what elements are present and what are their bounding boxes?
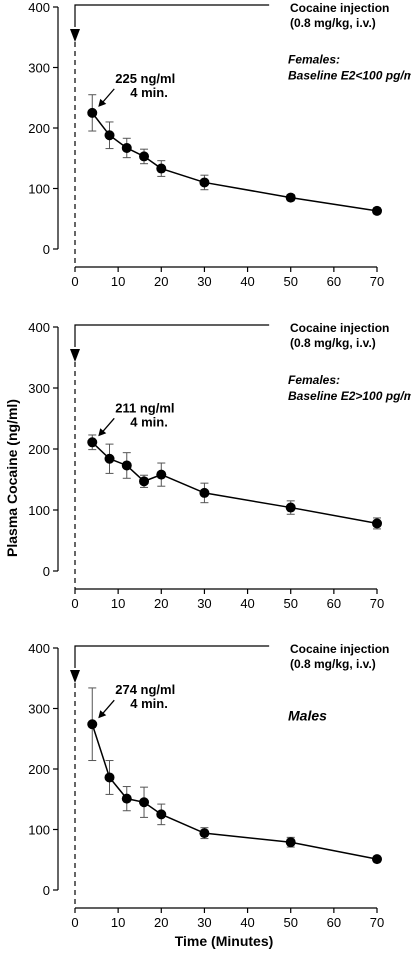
panel3-data-point bbox=[285, 837, 296, 848]
panel2-injection-arrow-icon bbox=[70, 349, 80, 362]
panel1-x-tick-label: 50 bbox=[283, 274, 297, 289]
panel2-y-tick-label: 400 bbox=[28, 320, 50, 335]
panel3-data-point bbox=[121, 793, 132, 804]
panel1-peak-arrow-icon bbox=[98, 98, 107, 107]
panel2-x-tick-label: 40 bbox=[240, 596, 254, 611]
panel3-y-tick-label: 300 bbox=[28, 702, 50, 717]
panel1-y-tick-label: 100 bbox=[28, 182, 50, 197]
y-axis-title: Plasma Cocaine (ng/ml) bbox=[4, 399, 20, 557]
panel3-injection-label-1: Cocaine injection bbox=[290, 642, 389, 656]
panel3-x-tick-label: 60 bbox=[327, 915, 341, 930]
panel2-peak-label-1: 211 ng/ml bbox=[115, 400, 174, 415]
panel2-x-tick-label: 60 bbox=[327, 596, 341, 611]
panel2-group-label-1: Females: bbox=[288, 373, 340, 387]
x-axis-title: Time (Minutes) bbox=[175, 933, 274, 949]
panel3-data-point bbox=[372, 854, 382, 865]
panel3-peak-label-2: 4 min. bbox=[130, 696, 168, 711]
panel1-x-tick-label: 60 bbox=[327, 274, 341, 289]
panel2-peak-arrow-icon bbox=[98, 428, 107, 437]
panel2-data-point bbox=[104, 453, 115, 464]
panel3-y-tick-label: 0 bbox=[43, 883, 50, 898]
panel1-injection-label-2: (0.8 mg/kg, i.v.) bbox=[290, 16, 376, 30]
panel1-data-point bbox=[285, 192, 296, 203]
panel1-x-tick-label: 10 bbox=[111, 274, 125, 289]
panel1-y-tick-label: 200 bbox=[28, 121, 50, 136]
panel3-y-tick-label: 200 bbox=[28, 762, 50, 777]
panel3-peak-arrow-icon bbox=[98, 710, 107, 719]
panel1-x-tick-label: 20 bbox=[154, 274, 168, 289]
panel3-injection-arrow-icon bbox=[70, 670, 80, 683]
panel2-data-point bbox=[121, 460, 132, 471]
panel2-injection-bracket bbox=[74, 324, 270, 347]
panel2-y-tick-label: 300 bbox=[28, 381, 50, 396]
panel3-peak-label-1: 274 ng/ml bbox=[115, 682, 175, 697]
panel1-data-point bbox=[87, 107, 98, 118]
panel3-peak-arrow-line bbox=[100, 699, 115, 716]
panel1-x-tick-label: 0 bbox=[71, 274, 78, 289]
panel1-x-tick-label: 70 bbox=[370, 274, 384, 289]
panel1-group-label-2: Baseline E2<100 pg/ml bbox=[288, 69, 411, 83]
panel1-data-point bbox=[104, 130, 115, 141]
panel1-peak-label-1: 225 ng/ml bbox=[115, 71, 175, 86]
panel1-series-line bbox=[91, 112, 378, 212]
panel3-data-point bbox=[139, 797, 150, 808]
panel2-data-point bbox=[156, 469, 167, 480]
panel1-peak-label-2: 4 min. bbox=[130, 85, 168, 100]
panel1-x-tick-label: 40 bbox=[240, 274, 254, 289]
panel1-injection-arrow-icon bbox=[70, 29, 80, 42]
panel1-y-tick-label: 300 bbox=[28, 61, 50, 76]
panel2-data-point bbox=[87, 437, 98, 448]
panel2-injection-label-2: (0.8 mg/kg, i.v.) bbox=[290, 336, 376, 350]
panel2-x-tick-label: 50 bbox=[283, 596, 297, 611]
panel1-data-point bbox=[372, 205, 382, 216]
panel2-y-tick-label: 100 bbox=[28, 503, 50, 518]
panel1-injection-bracket bbox=[74, 4, 270, 27]
panel2-data-point bbox=[199, 487, 210, 498]
panel2-series-line bbox=[91, 441, 378, 525]
panel1-peak-arrow-line bbox=[100, 88, 115, 105]
panel3-injection-bracket bbox=[74, 645, 270, 668]
panel2-peak-label-2: 4 min. bbox=[130, 414, 168, 429]
panel2-y-tick-label: 200 bbox=[28, 442, 50, 457]
panel3-y-tick-label: 400 bbox=[28, 641, 50, 656]
panel3-x-tick-label: 40 bbox=[240, 915, 254, 930]
panel3-data-point bbox=[104, 772, 115, 783]
panel3-x-tick-label: 20 bbox=[154, 915, 168, 930]
panel1-data-point bbox=[156, 163, 167, 174]
panel2-x-tick-label: 30 bbox=[197, 596, 211, 611]
panel1-x-tick-label: 30 bbox=[197, 274, 211, 289]
panel2-x-tick-label: 70 bbox=[370, 596, 384, 611]
panel3-x-tick-label: 30 bbox=[197, 915, 211, 930]
panel3-x-tick-label: 0 bbox=[71, 915, 78, 930]
panel2-group-label-2: Baseline E2>100 pg/ml bbox=[288, 389, 411, 403]
panel3-x-tick-label: 70 bbox=[370, 915, 384, 930]
panel3-data-point bbox=[199, 828, 210, 839]
panel3-data-point bbox=[156, 809, 167, 820]
panel1-data-point bbox=[199, 177, 210, 188]
panel2-x-tick-label: 10 bbox=[111, 596, 125, 611]
panel2-data-point bbox=[372, 518, 382, 529]
panel2-y-tick-label: 0 bbox=[43, 564, 50, 579]
panel3-series-line bbox=[91, 723, 378, 860]
panel1-group-label-1: Females: bbox=[288, 53, 340, 67]
panel1-y-tick-label: 0 bbox=[43, 242, 50, 257]
panel2-data-point bbox=[285, 502, 296, 513]
panel1-y-tick-label: 400 bbox=[28, 0, 50, 15]
panel2-injection-label-1: Cocaine injection bbox=[290, 321, 389, 335]
panel3-y-tick-label: 100 bbox=[28, 823, 50, 838]
panel2-x-tick-label: 20 bbox=[154, 596, 168, 611]
panel1-data-point bbox=[139, 151, 150, 162]
panel1-injection-label-1: Cocaine injection bbox=[290, 1, 389, 15]
panel3-injection-label-2: (0.8 mg/kg, i.v.) bbox=[290, 657, 376, 671]
panel2-x-tick-label: 0 bbox=[71, 596, 78, 611]
panel2-data-point bbox=[139, 476, 150, 487]
panel1-data-point bbox=[121, 142, 132, 153]
panel3-data-point bbox=[87, 719, 98, 730]
panel3-x-tick-label: 10 bbox=[111, 915, 125, 930]
panel2-peak-arrow-line bbox=[100, 417, 115, 434]
panel3-group-label-1: Males bbox=[288, 708, 327, 724]
panel3-x-tick-label: 50 bbox=[283, 915, 297, 930]
